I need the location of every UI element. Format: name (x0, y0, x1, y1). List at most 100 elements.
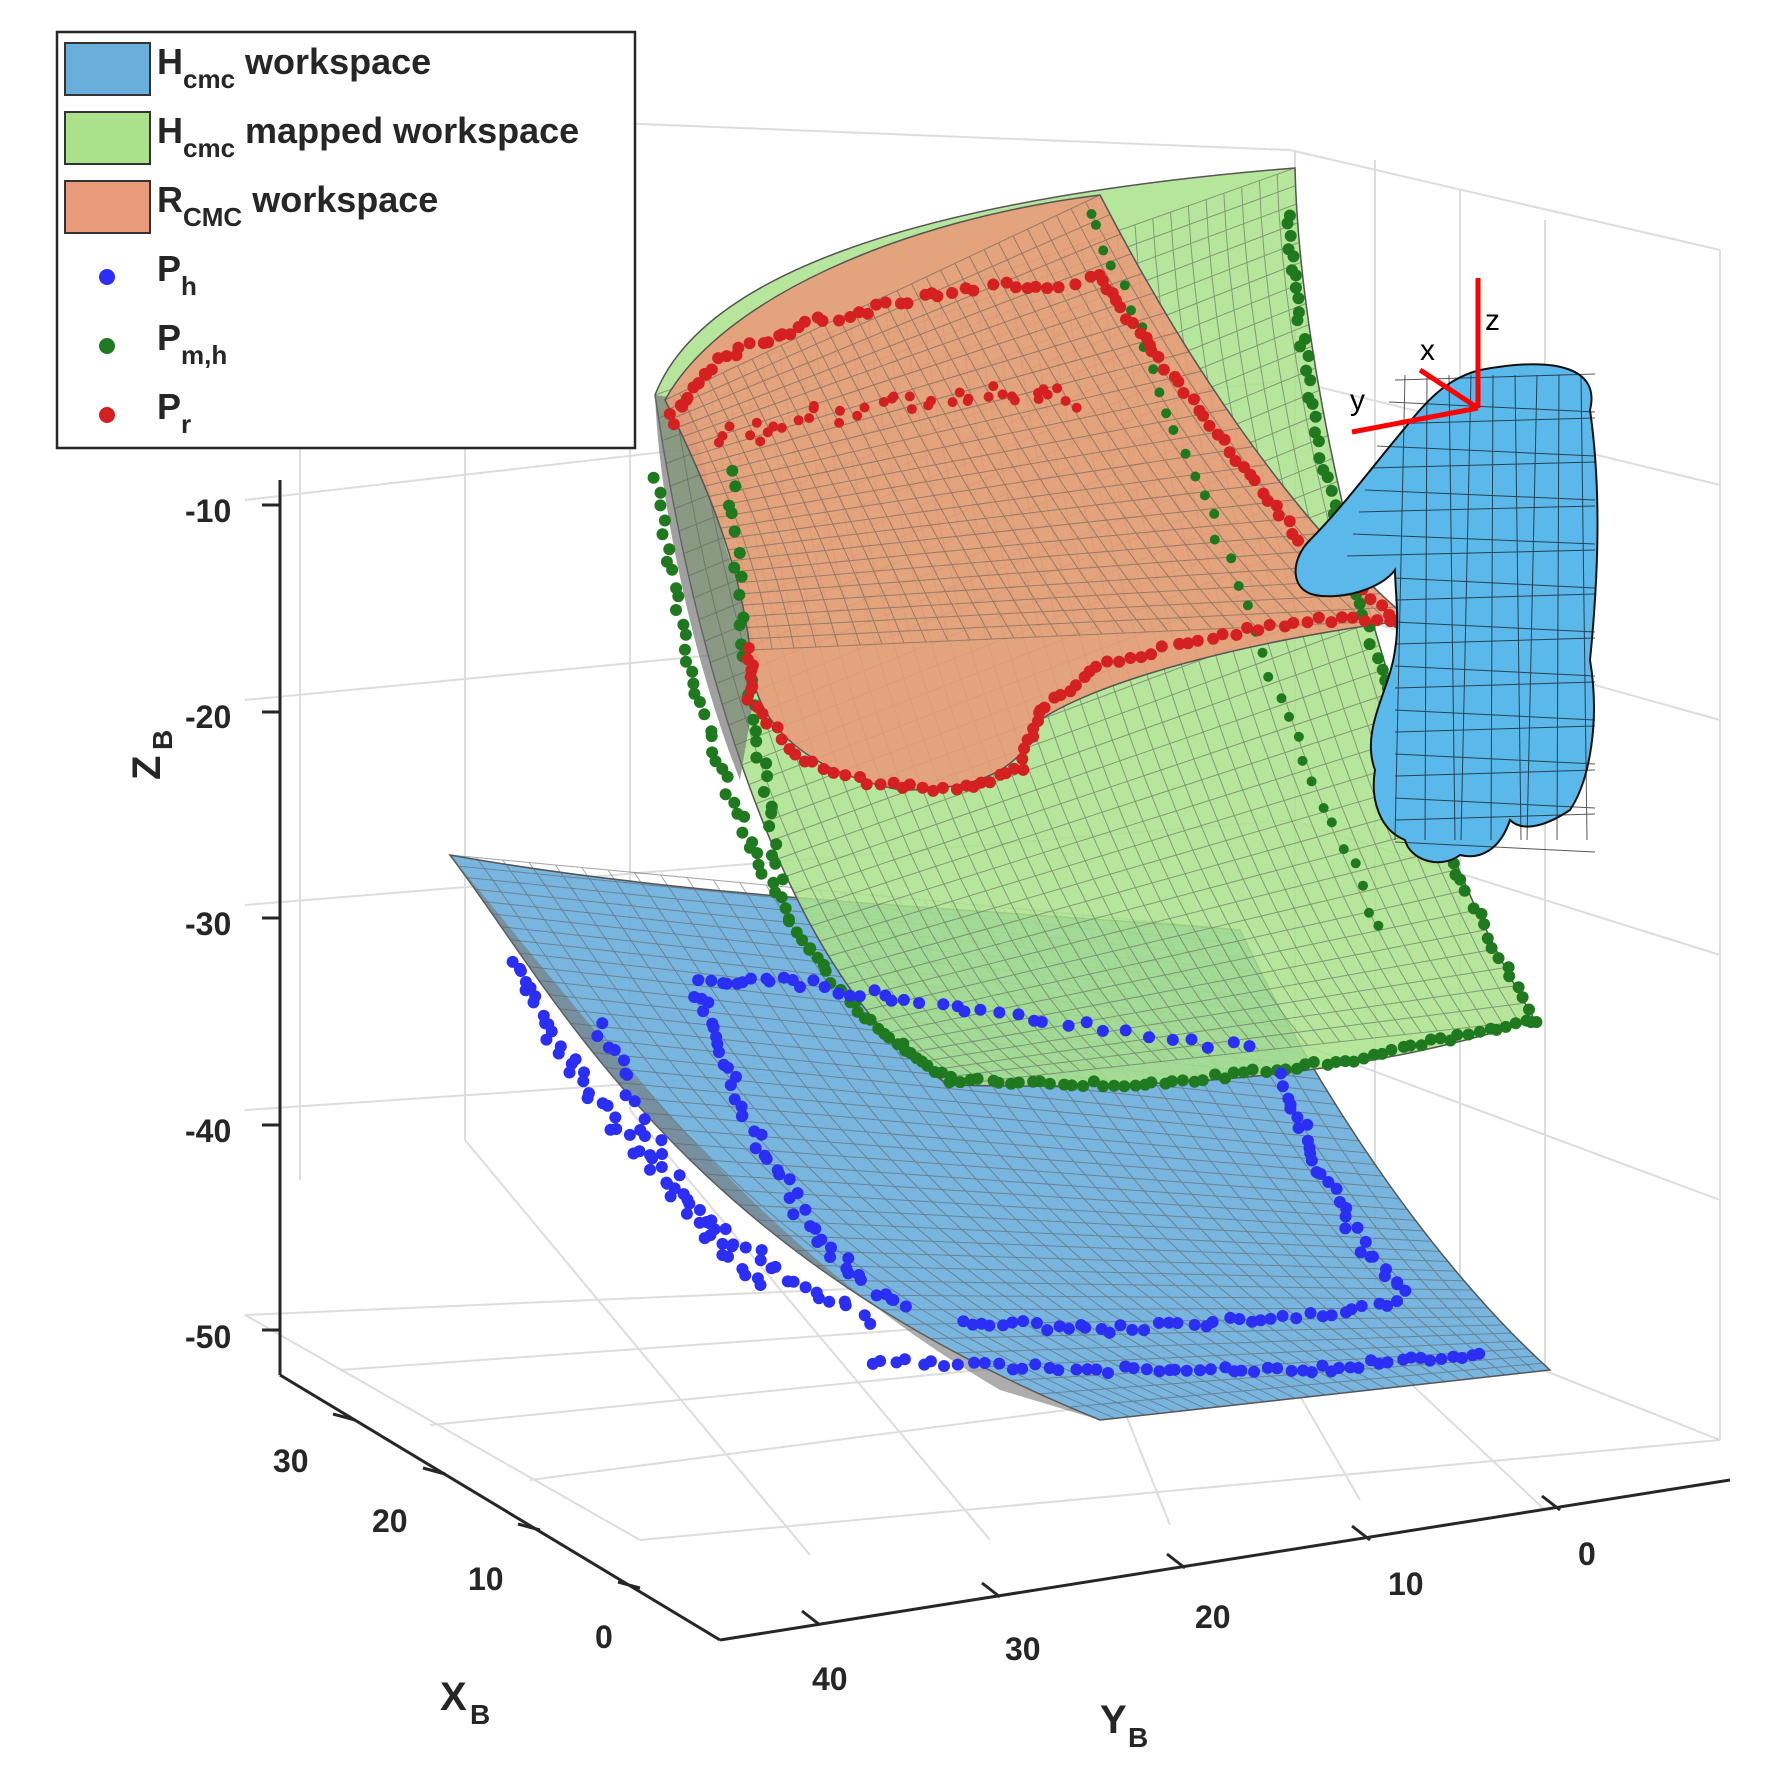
p-m-h-point (728, 525, 741, 538)
z-axis-ticks: -10 -20 -30 -40 -50 (185, 493, 231, 1355)
p-h-point (1219, 1361, 1232, 1374)
p-m-h-point (1312, 435, 1325, 448)
p-r-point (1052, 383, 1063, 394)
p-r-point (1335, 611, 1348, 624)
p-h-point (1316, 1310, 1329, 1323)
p-h-point (958, 1005, 971, 1018)
p-r-point (988, 381, 999, 392)
legend-marker (99, 407, 115, 423)
p-h-point (720, 977, 733, 990)
p-r-point (879, 296, 892, 309)
p-r-point (983, 776, 996, 789)
svg-text:B: B (470, 1699, 490, 1730)
p-h-point (1017, 1315, 1030, 1328)
p-h-point (1079, 1321, 1092, 1334)
p-m-h-point (698, 708, 711, 721)
p-m-h-point (1473, 1025, 1486, 1038)
p-r-point (760, 717, 773, 730)
p-h-point (1185, 1033, 1198, 1046)
p-m-h-point (1097, 1080, 1110, 1093)
p-r-point (1325, 616, 1338, 629)
svg-text:Z: Z (125, 756, 169, 780)
p-h-point (1285, 1364, 1298, 1377)
p-r-point (1283, 515, 1296, 528)
p-r-point (1301, 616, 1314, 629)
p-m-h-point (1219, 1072, 1231, 1085)
p-h-point (581, 1092, 594, 1105)
p-h-point (824, 1251, 837, 1263)
p-h-point (721, 1061, 734, 1074)
p-m-h-point (1490, 1023, 1503, 1036)
p-h-point (601, 1099, 614, 1112)
p-m-h-point (1353, 597, 1366, 610)
frame-label-x: x (1420, 334, 1435, 367)
p-r-point (1157, 363, 1170, 376)
p-h-point (719, 1223, 732, 1235)
p-h-point (1062, 1019, 1075, 1032)
p-h-point (787, 1208, 800, 1221)
p-m-h-point (686, 665, 699, 678)
p-r-point (1113, 655, 1126, 668)
p-h-point (997, 1319, 1010, 1332)
p-m-h-point (728, 561, 741, 574)
p-h-point (1006, 1363, 1019, 1376)
p-r-point (1376, 599, 1389, 612)
p-h-point (853, 990, 866, 1003)
p-r-point (906, 404, 917, 415)
p-h-point (760, 1152, 773, 1165)
p-m-h-point (1502, 961, 1515, 974)
p-r-point (1207, 632, 1220, 645)
p-h-point (591, 1030, 604, 1042)
p-r-point (1191, 634, 1204, 647)
p-h-point (1354, 1246, 1367, 1259)
p-m-h-point (750, 735, 763, 748)
p-h-point (628, 1095, 641, 1108)
p-h-point (1456, 1352, 1468, 1364)
p-m-h-point (1043, 1077, 1056, 1090)
p-h-point (1359, 1235, 1372, 1248)
p-m-h-point (705, 730, 718, 743)
x-tick: 30 (273, 1443, 309, 1479)
p-r-point (776, 422, 787, 433)
p-h-point (993, 1006, 1006, 1019)
p-h-point (1090, 1363, 1103, 1376)
p-m-h-point (654, 499, 667, 512)
p-m-h-point (680, 655, 692, 668)
p-m-h-point (864, 1013, 877, 1026)
p-m-h-point (1260, 1066, 1273, 1078)
p-h-point (754, 1279, 767, 1291)
z-tick: -30 (185, 906, 231, 942)
p-r-point (1364, 593, 1377, 606)
p-h-point (638, 1130, 651, 1142)
p-m-h-point (767, 876, 780, 889)
p-r-point (1229, 455, 1242, 467)
p-r-point (663, 408, 676, 420)
p-h-point (823, 1295, 836, 1308)
p-m-h-point (1119, 280, 1130, 291)
p-h-point (1274, 1067, 1287, 1080)
p-h-point (810, 1286, 823, 1299)
p-h-point (755, 1128, 768, 1141)
p-h-point (1227, 1036, 1240, 1049)
p-m-h-point (677, 618, 690, 631)
p-m-h-point (1233, 581, 1244, 591)
p-h-point (1171, 1317, 1184, 1329)
p-m-h-point (728, 796, 741, 809)
frame-label-z: z (1485, 304, 1500, 337)
p-h-point (1006, 1316, 1019, 1329)
p-r-point (1135, 651, 1148, 664)
p-h-point (1070, 1363, 1083, 1376)
p-m-h-point (736, 826, 749, 839)
p-r-point (755, 436, 766, 447)
p-r-point (904, 391, 915, 402)
p-m-h-point (796, 934, 809, 947)
y-tick: 30 (1005, 1631, 1041, 1667)
p-h-point (1325, 1309, 1338, 1322)
svg-text:B: B (1128, 1722, 1148, 1753)
p-r-point (994, 768, 1007, 781)
p-h-point (854, 1273, 867, 1286)
p-h-point (1143, 1031, 1155, 1044)
p-m-h-point (1289, 281, 1302, 294)
p-r-point (870, 298, 883, 311)
p-m-h-point (1098, 245, 1109, 256)
